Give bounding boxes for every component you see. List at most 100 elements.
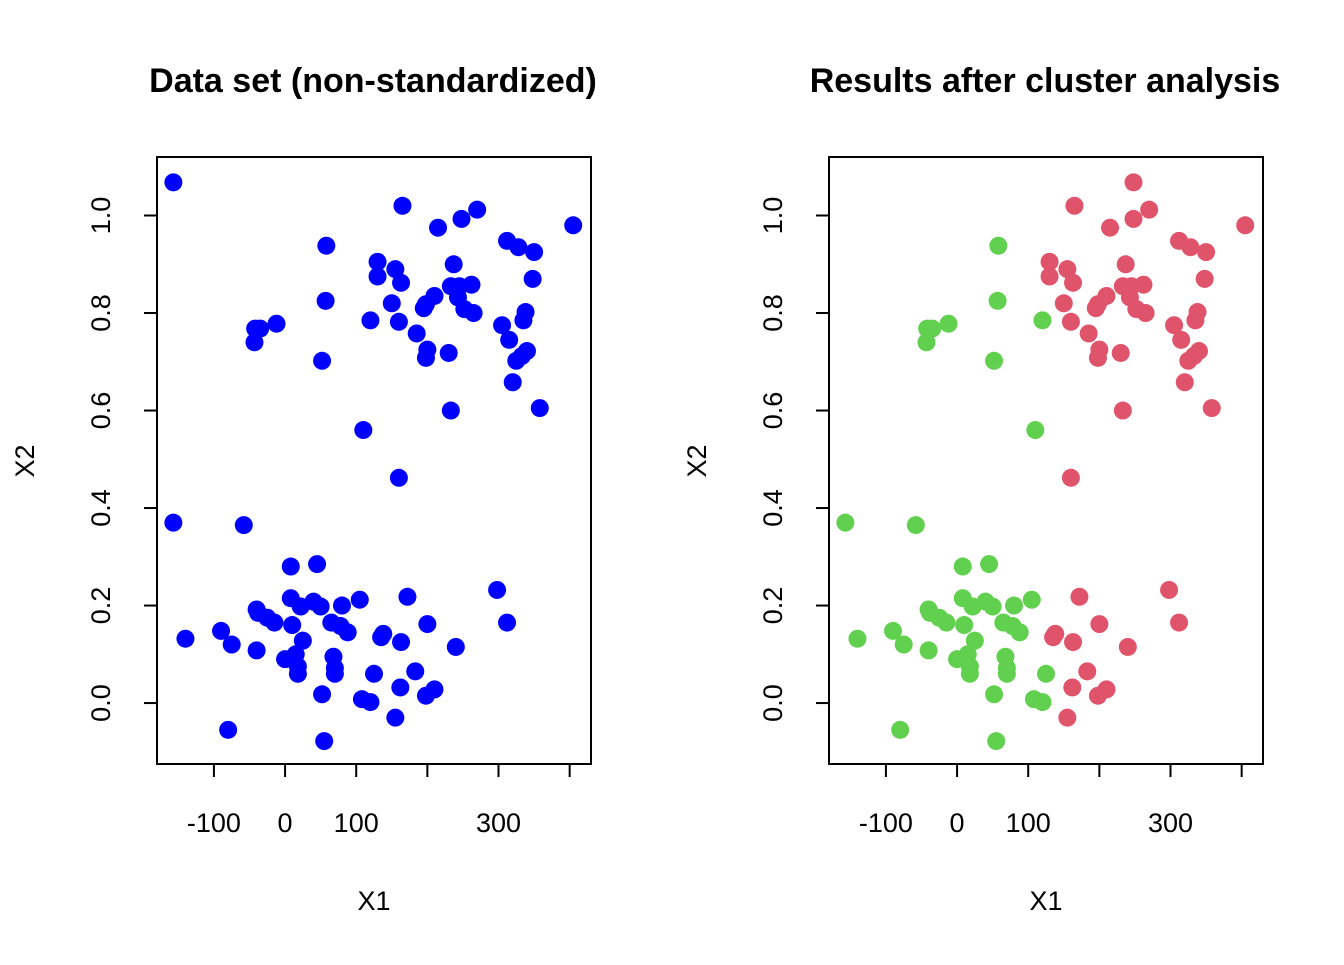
data-point bbox=[407, 324, 426, 343]
data-point bbox=[245, 333, 264, 352]
y-axis: 0.0 0.2 0.4 0.6 0.8 1.0 bbox=[86, 197, 158, 722]
data-point bbox=[468, 200, 487, 219]
data-point bbox=[1181, 238, 1200, 257]
data-point bbox=[389, 468, 408, 487]
y-tick-label: 0.4 bbox=[758, 489, 788, 527]
y-tick-label: 1.0 bbox=[86, 197, 116, 235]
data-point bbox=[393, 196, 412, 215]
data-point bbox=[488, 580, 507, 599]
data-point bbox=[906, 516, 925, 535]
data-point bbox=[441, 401, 460, 420]
data-point bbox=[222, 635, 241, 654]
data-point bbox=[219, 720, 238, 739]
data-point bbox=[1040, 252, 1059, 271]
data-point bbox=[315, 732, 334, 751]
data-point bbox=[311, 597, 330, 616]
data-point bbox=[361, 311, 380, 330]
data-point bbox=[836, 513, 855, 532]
data-point bbox=[251, 319, 270, 338]
data-point bbox=[1061, 312, 1080, 331]
data-point bbox=[891, 720, 910, 739]
data-point bbox=[374, 624, 393, 643]
x-axis-label: X1 bbox=[357, 886, 390, 916]
x-tick-label: -100 bbox=[859, 808, 913, 838]
y-tick-label: 0.2 bbox=[758, 587, 788, 625]
x-axis: -100 0 100 300 bbox=[187, 763, 571, 838]
data-point bbox=[1040, 267, 1059, 286]
data-point bbox=[953, 557, 972, 576]
data-point bbox=[919, 641, 938, 660]
data-point bbox=[1090, 615, 1109, 634]
data-point bbox=[354, 421, 373, 440]
x-tick-label: 300 bbox=[1148, 808, 1193, 838]
data-point bbox=[316, 291, 335, 310]
data-point bbox=[516, 303, 535, 322]
data-point bbox=[176, 629, 195, 648]
data-point bbox=[317, 236, 336, 255]
data-point bbox=[1195, 269, 1214, 288]
y-tick-label: 0.6 bbox=[758, 392, 788, 430]
data-point bbox=[997, 658, 1016, 677]
data-point bbox=[1061, 468, 1080, 487]
data-point bbox=[382, 294, 401, 313]
data-point bbox=[1078, 662, 1097, 681]
data-point bbox=[917, 333, 936, 352]
data-point bbox=[988, 291, 1007, 310]
data-point bbox=[493, 316, 512, 335]
x-tick-label: 100 bbox=[1006, 808, 1051, 838]
data-point bbox=[1172, 330, 1191, 349]
x-tick-label: 0 bbox=[278, 808, 293, 838]
scatter-points bbox=[164, 173, 583, 751]
x-tick-label: -100 bbox=[187, 808, 241, 838]
data-point bbox=[164, 513, 183, 532]
y-tick-label: 0.0 bbox=[86, 684, 116, 722]
data-point bbox=[939, 314, 958, 333]
data-point bbox=[247, 641, 266, 660]
data-point bbox=[1088, 348, 1107, 367]
y-axis: 0.0 0.2 0.4 0.6 0.8 1.0 bbox=[758, 197, 830, 722]
chart-title: Data set (non-standardized) bbox=[149, 62, 597, 100]
chart-title: Results after cluster analysis bbox=[810, 62, 1281, 100]
x-tick-label: 0 bbox=[950, 808, 965, 838]
data-point bbox=[338, 623, 357, 642]
data-point bbox=[503, 373, 522, 392]
y-axis-label: X2 bbox=[682, 444, 712, 477]
data-point bbox=[1124, 209, 1143, 228]
data-point bbox=[980, 555, 999, 574]
data-point bbox=[987, 732, 1006, 751]
data-point bbox=[989, 236, 1008, 255]
data-point bbox=[1116, 255, 1135, 274]
panel-left: Data set (non-standardized) X1 X2 -100 0 1… bbox=[10, 62, 597, 916]
data-point bbox=[368, 267, 387, 286]
data-point bbox=[1022, 590, 1041, 609]
data-point bbox=[1236, 216, 1255, 235]
x-tick-label: 100 bbox=[334, 808, 379, 838]
data-point bbox=[1046, 624, 1065, 643]
data-point bbox=[389, 312, 408, 331]
data-point bbox=[1070, 587, 1089, 606]
data-point bbox=[313, 685, 332, 704]
data-point bbox=[418, 615, 437, 634]
data-point bbox=[444, 255, 463, 274]
data-point bbox=[498, 613, 517, 632]
data-point bbox=[1160, 580, 1179, 599]
data-point bbox=[509, 238, 528, 257]
data-point bbox=[1026, 421, 1045, 440]
data-point bbox=[386, 260, 405, 279]
data-point bbox=[960, 657, 979, 676]
data-point bbox=[234, 516, 253, 535]
data-point bbox=[1058, 708, 1077, 727]
data-point bbox=[1124, 173, 1143, 192]
y-tick-label: 0.6 bbox=[86, 392, 116, 430]
data-point bbox=[265, 613, 284, 632]
data-point bbox=[1064, 633, 1083, 652]
data-point bbox=[564, 216, 583, 235]
data-point bbox=[332, 596, 351, 615]
data-point bbox=[1140, 200, 1159, 219]
data-point bbox=[1004, 596, 1023, 615]
data-point bbox=[1111, 343, 1130, 362]
data-point bbox=[308, 555, 327, 574]
data-point bbox=[293, 631, 312, 650]
data-point bbox=[368, 252, 387, 271]
